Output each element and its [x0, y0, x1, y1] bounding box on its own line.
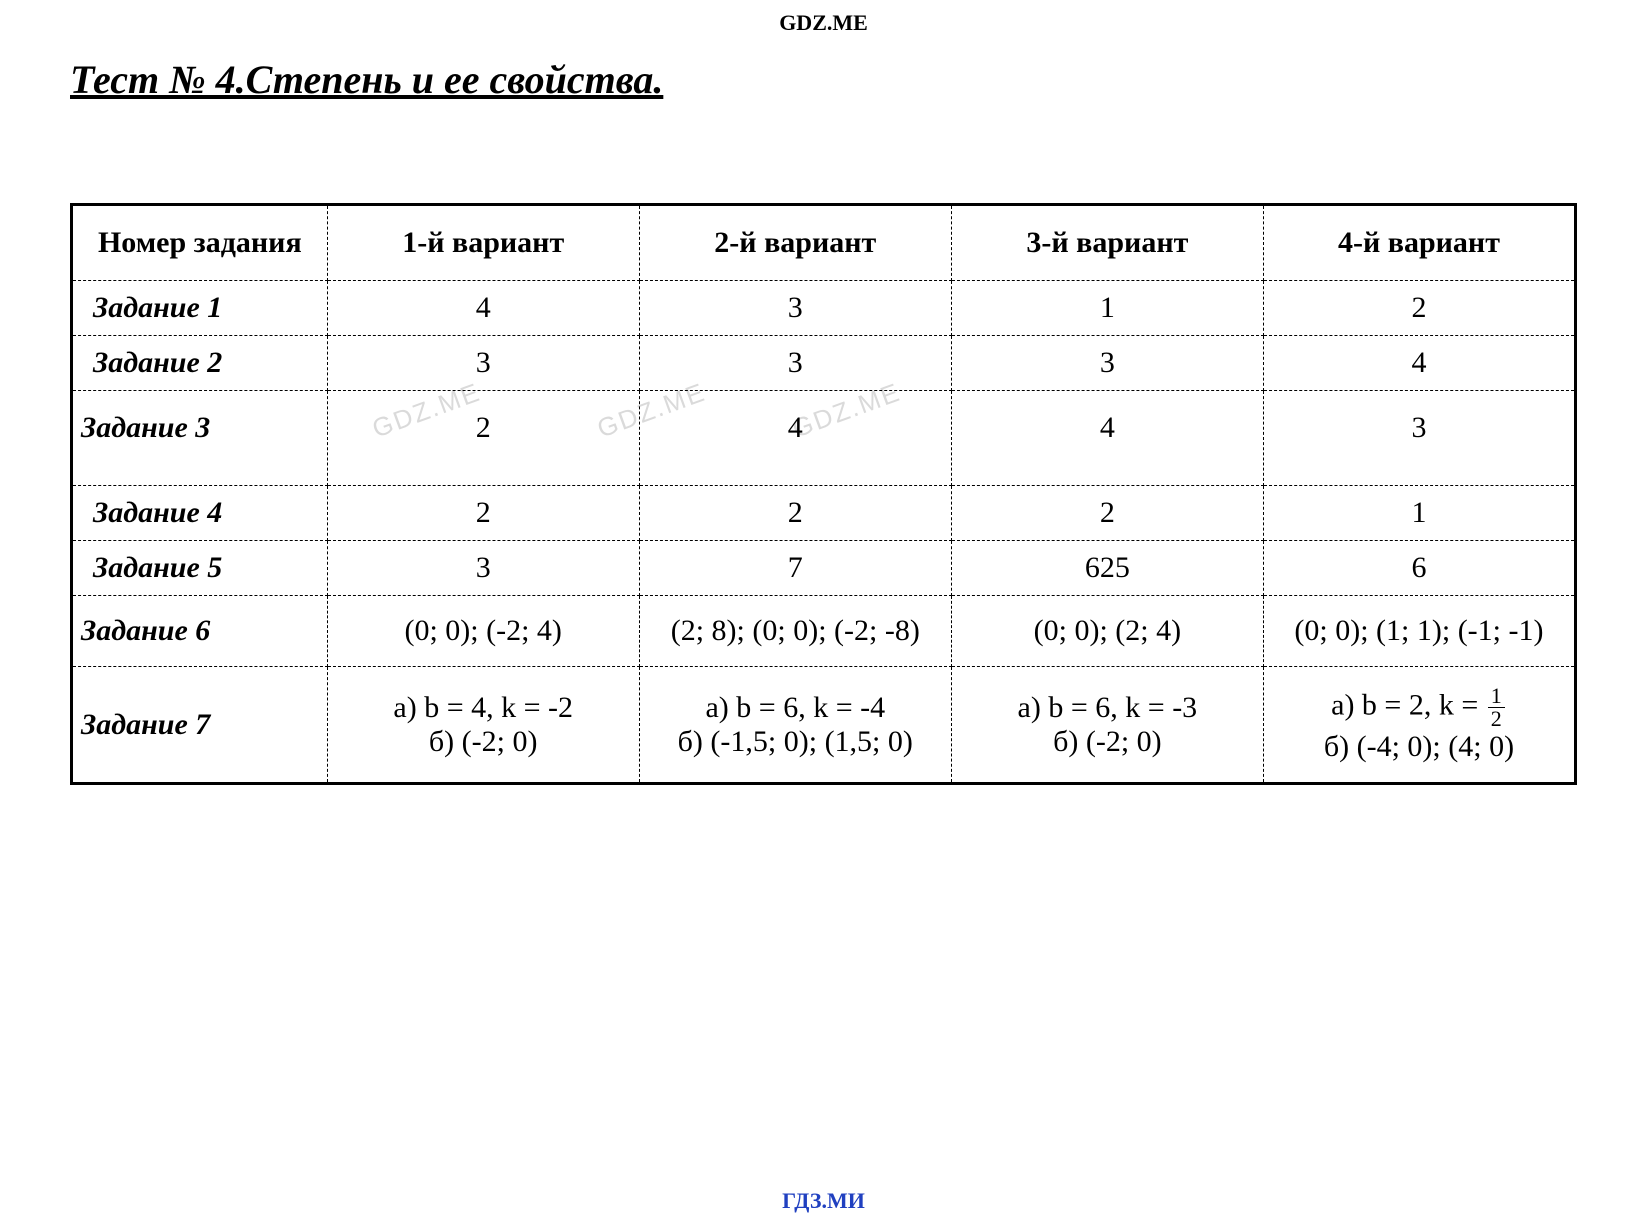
cell: 3 — [327, 336, 639, 391]
footer-watermark: ГДЗ.МИ — [0, 1188, 1647, 1214]
row-label: Задание 3 — [72, 391, 328, 486]
cell: (0; 0); (1; 1); (-1; -1) — [1263, 596, 1575, 667]
answer-table: Номер задания 1-й вариант 2-й вариант 3-… — [70, 203, 1577, 785]
column-header-variant-2: 2-й вариант — [639, 205, 951, 281]
cell: 3 — [1263, 391, 1575, 486]
cell: (0; 0); (-2; 4) — [327, 596, 639, 667]
header-watermark: GDZ.ME — [0, 0, 1647, 36]
row-label: Задание 2 — [72, 336, 328, 391]
table-row: Задание 2 3 3 3 4 — [72, 336, 1576, 391]
cell: 2 — [327, 486, 639, 541]
table-header-row: Номер задания 1-й вариант 2-й вариант 3-… — [72, 205, 1576, 281]
cell: 1 — [951, 281, 1263, 336]
cell: 4 — [951, 391, 1263, 486]
cell: 4 — [639, 391, 951, 486]
fraction-line-prefix: а) b = 2, k = — [1331, 688, 1486, 721]
cell: а) b = 4, k = -2б) (-2; 0) — [327, 667, 639, 784]
column-header-variant-1: 1-й вариант — [327, 205, 639, 281]
cell: 4 — [327, 281, 639, 336]
answer-table-container: Номер задания 1-й вариант 2-й вариант 3-… — [0, 103, 1647, 785]
table-row: Задание 3 2 4 4 3 — [72, 391, 1576, 486]
column-header-variant-4: 4-й вариант — [1263, 205, 1575, 281]
cell: а) b = 6, k = -3б) (-2; 0) — [951, 667, 1263, 784]
row-label: Задание 1 — [72, 281, 328, 336]
cell: (2; 8); (0; 0); (-2; -8) — [639, 596, 951, 667]
cell: 6 — [1263, 541, 1575, 596]
table-body: Задание 1 4 3 1 2 Задание 2 3 3 3 4 Зада… — [72, 281, 1576, 784]
column-header-task-number: Номер задания — [72, 205, 328, 281]
cell: 7 — [639, 541, 951, 596]
table-row: Задание 7 а) b = 4, k = -2б) (-2; 0) а) … — [72, 667, 1576, 784]
row-label: Задание 4 — [72, 486, 328, 541]
table-row: Задание 6 (0; 0); (-2; 4) (2; 8); (0; 0)… — [72, 596, 1576, 667]
cell: 3 — [639, 336, 951, 391]
cell: 4 — [1263, 336, 1575, 391]
cell: 2 — [639, 486, 951, 541]
cell: 2 — [1263, 281, 1575, 336]
page-title: Тест № 4.Степень и ее свойства. — [0, 36, 1647, 103]
row-label: Задание 7 — [72, 667, 328, 784]
cell: 1 — [1263, 486, 1575, 541]
fraction-numerator: 1 — [1488, 685, 1505, 708]
cell-with-fraction: а) b = 2, k = 12 б) (-4; 0); (4; 0) — [1263, 667, 1575, 784]
row-label: Задание 6 — [72, 596, 328, 667]
cell: а) b = 6, k = -4б) (-1,5; 0); (1,5; 0) — [639, 667, 951, 784]
row-label: Задание 5 — [72, 541, 328, 596]
cell: 2 — [327, 391, 639, 486]
cell: 3 — [951, 336, 1263, 391]
table-row: Задание 1 4 3 1 2 — [72, 281, 1576, 336]
table-row: Задание 5 3 7 625 6 — [72, 541, 1576, 596]
cell: 2 — [951, 486, 1263, 541]
cell: 3 — [639, 281, 951, 336]
cell: 625 — [951, 541, 1263, 596]
column-header-variant-3: 3-й вариант — [951, 205, 1263, 281]
table-row: Задание 4 2 2 2 1 — [72, 486, 1576, 541]
cell: (0; 0); (2; 4) — [951, 596, 1263, 667]
fraction-denominator: 2 — [1488, 708, 1505, 730]
fraction: 12 — [1488, 685, 1505, 730]
cell: 3 — [327, 541, 639, 596]
fraction-line-2: б) (-4; 0); (4; 0) — [1324, 730, 1514, 763]
